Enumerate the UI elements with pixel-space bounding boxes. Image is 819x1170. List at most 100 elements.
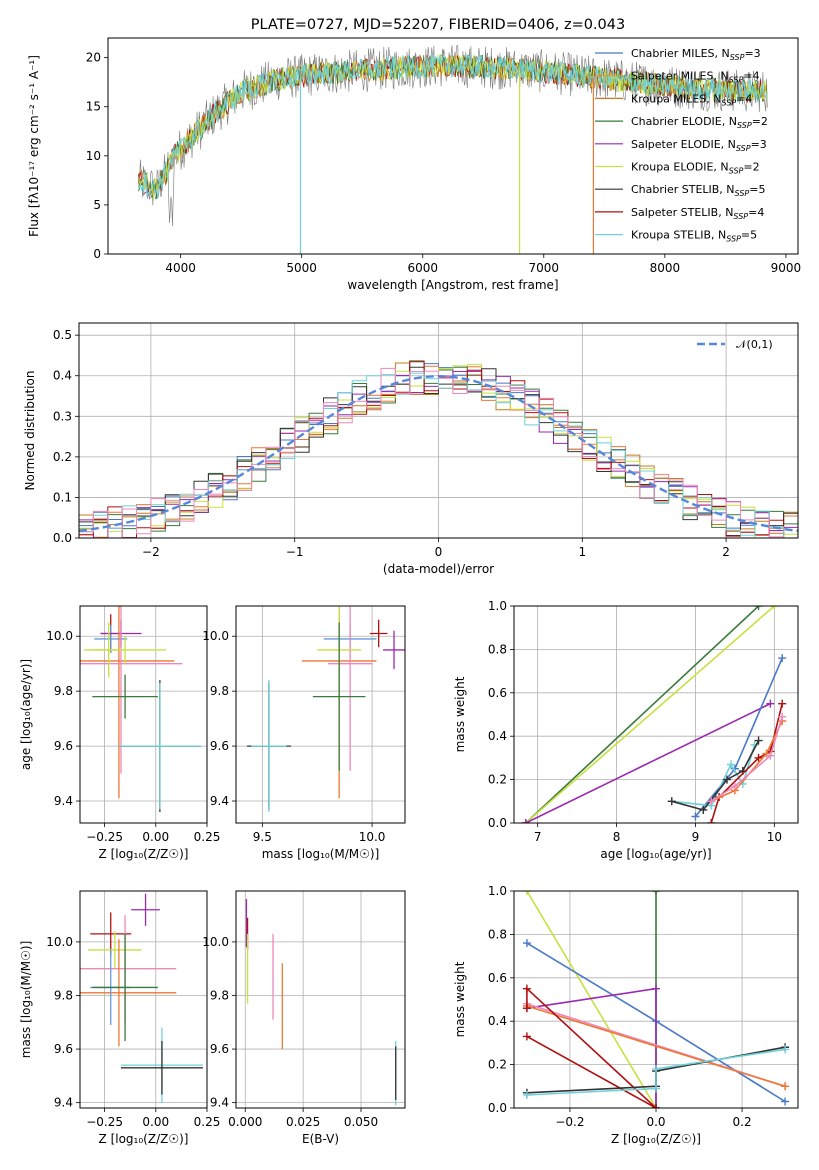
mass_vs_Z-ytick-label-1: 9.6 [54, 1042, 73, 1056]
mass_weight_vs_Z-series-8 [526, 1048, 786, 1096]
mass_weight_vs_Z-series-3-marker-1 [652, 984, 660, 993]
spectrum-ytick-label-4: 20 [86, 51, 101, 65]
spectrum-ytick-label-3: 15 [86, 100, 101, 114]
mass_weight_vs_age-series-5-marker-1 [699, 805, 708, 814]
mass_vs_Z-ytick-label-0: 9.4 [54, 1096, 73, 1110]
residuals-ytick-label-0: 0.0 [53, 531, 72, 545]
age_vs_mass-ytick-label-1: 9.6 [210, 739, 229, 753]
mass_vs_Z-ytick-label-3: 10.0 [46, 935, 73, 949]
age_vs_Z-ytick-label-3: 10.0 [46, 629, 73, 643]
legend-entry-0: Chabrier MILES, NSSP=3 [631, 47, 761, 62]
spectrum-xtick-label-4: 8000 [650, 261, 681, 275]
spectrum-xlabel: wavelength [Angstrom, rest frame] [347, 278, 558, 292]
mass_weight_vs_age-series-0-marker-1 [754, 606, 763, 610]
age_vs_Z-ytick-label-2: 9.8 [54, 684, 73, 698]
mass_weight_vs_Z-ytick-label-5: 1.0 [488, 884, 507, 898]
age_vs_mass-ytick-label-2: 9.8 [210, 684, 229, 698]
mass_vs_Z-xlabel: Z [log₁₀(Z/Z☉)] [99, 1132, 189, 1146]
residuals-frame [78, 322, 799, 539]
residual-histogram-9 [79, 367, 798, 538]
mass_weight_vs_age-series-1-marker-1 [770, 606, 779, 610]
mass_weight_vs_age-ytick-label-0: 0.0 [488, 816, 507, 830]
mass_vs_Z-frame [79, 890, 208, 1109]
age_vs_Z-xtick-label-0: −0.25 [86, 830, 123, 844]
mass_vs_ebv-ytick-label-3: 10.0 [202, 935, 229, 949]
mass_weight_vs_Z-series-5-marker-1 [781, 1082, 790, 1091]
mass_weight_vs_Z-ytick-label-3: 0.6 [488, 971, 507, 985]
spectrum-ylabel: Flux [fλ10⁻¹⁷ erg cm⁻² s⁻¹ A⁻¹] [27, 55, 41, 237]
mass_weight_vs_Z-series-2-marker-0 [522, 939, 531, 948]
mass_weight_vs_Z-ytick-label-1: 0.2 [488, 1058, 507, 1072]
spectrum-ytick-label-1: 5 [93, 198, 101, 212]
age_vs_mass-ytick-label-0: 9.4 [210, 794, 229, 808]
mass_weight_vs_Z-series-6-marker-2 [522, 984, 531, 993]
mass_weight_vs_age-series-5-marker-2 [723, 775, 731, 784]
age_vs_Z-ytick-label-0: 9.4 [54, 794, 73, 808]
mass_weight_vs_age-ytick-label-2: 0.4 [488, 729, 507, 743]
mass_vs_Z-ylabel: mass [log₁₀(M/M☉)] [19, 941, 33, 1059]
spectrum-xtick-label-1: 5000 [286, 261, 317, 275]
mass_weight_vs_age-ytick-label-4: 0.8 [488, 642, 507, 656]
mass_weight_vs_Z-series-8-marker-1 [652, 1084, 660, 1093]
mass_weight_vs_age-series-5-marker-0 [667, 797, 676, 806]
mass_vs_ebv-ytick-label-0: 9.4 [210, 1096, 229, 1110]
age_vs_mass-xtick-label-0: 9.5 [253, 830, 272, 844]
mass_weight_vs_Z-xtick-label-2: 0.2 [733, 1115, 752, 1129]
age_vs_Z-xtick-label-1: 0.00 [142, 830, 169, 844]
mass_vs_ebv-xlabel: E(B-V) [302, 1132, 339, 1146]
mass_vs_ebv-ytick-label-2: 9.8 [210, 988, 229, 1002]
mass_weight_vs_Z-series-6 [526, 986, 657, 1108]
residuals-ytick-label-1: 0.1 [53, 490, 72, 504]
age_vs_mass-xlabel: mass [log₁₀(M/M☉)] [262, 847, 380, 861]
mass_weight_vs_age-series-8-marker-3 [778, 712, 787, 721]
legend-entry-7: Salpeter STELIB, NSSP=4 [631, 206, 764, 221]
mass_vs_ebv-frame [235, 890, 406, 1109]
spectrum-ytick-label-2: 10 [86, 149, 101, 163]
mass_weight_vs_age-xtick-label-0: 7 [534, 830, 542, 844]
mass_weight_vs_age-xlabel: age [log₁₀(age/yr)] [600, 847, 711, 861]
spectrum-model-kroupa_elodie [137, 54, 768, 201]
figure-title: PLATE=0727, MJD=52207, FIBERID=0406, z=0… [251, 17, 625, 33]
mass_weight_vs_age-series-8-marker-0 [707, 797, 716, 806]
mass_weight_vs_Z-series-8-marker-2 [652, 1064, 660, 1073]
residuals-xtick-label-3: 1 [578, 545, 586, 559]
mass_weight_vs_age-xtick-label-1: 8 [613, 830, 621, 844]
mass_weight_vs_age-series-8-marker-2 [766, 751, 775, 760]
mass_weight_vs_Z-series-6-marker-1 [652, 1104, 660, 1108]
spectrum-xtick-label-2: 6000 [407, 261, 438, 275]
mass_weight_vs_Z-series-8-marker-0 [522, 1090, 531, 1099]
age_vs_Z-frame [79, 605, 208, 824]
age_vs_Z-plot-area [80, 606, 207, 823]
spectrum-ytick-label-0: 0 [93, 247, 101, 261]
residuals-ylabel: Normed distribution [23, 371, 37, 491]
legend-entry-5: Kroupa ELODIE, NSSP=2 [631, 161, 760, 176]
mass_vs_Z-xtick-label-2: 0.25 [194, 1115, 221, 1129]
mass_weight_vs_Z-ytick-label-2: 0.4 [488, 1014, 507, 1028]
normal-curve [79, 374, 798, 533]
age_vs_Z-ylabel: age [log₁₀(age/yr)] [19, 659, 33, 770]
residuals-ytick-label-5: 0.5 [53, 328, 72, 342]
mass_vs_Z-xtick-label-0: −0.25 [86, 1115, 123, 1129]
mass_weight_vs_age-series-3-marker-2 [778, 654, 787, 663]
normal-legend-label: 𝒩(0,1) [736, 338, 773, 351]
spectrum-model-kroupa_stelib [137, 54, 768, 199]
legend-entry-6: Chabrier STELIB, NSSP=5 [631, 183, 765, 198]
mass_vs_ebv-xtick-label-1: 0.025 [286, 1115, 320, 1129]
mass_weight_vs_Z-ytick-label-4: 0.8 [488, 927, 507, 941]
residuals-ytick-label-2: 0.2 [53, 450, 72, 464]
spectrum-xtick-label-0: 4000 [165, 261, 196, 275]
mass_weight_vs_Z-series-0 [526, 891, 657, 1108]
mass_weight_vs_Z-series-0-marker-0 [522, 891, 531, 895]
residuals-ytick-label-4: 0.4 [53, 369, 72, 383]
mass_weight_vs_age-series-0 [525, 606, 760, 823]
mass_vs_Z-xtick-label-1: 0.00 [142, 1115, 169, 1129]
spectrum-frame [107, 37, 799, 255]
mass_weight_vs_Z-xtick-label-0: −0.2 [555, 1115, 584, 1129]
mass_weight_vs_age-series-1 [525, 606, 775, 823]
mass_weight_vs_Z-xlabel: Z [log₁₀(Z/Z☉)] [611, 1132, 701, 1146]
mass_weight_vs_age-ytick-label-5: 1.0 [488, 599, 507, 613]
residuals-plot-area [79, 323, 798, 538]
mass_weight_vs_age-series-2-marker-1 [766, 699, 775, 708]
mass_vs_Z-ytick-label-2: 9.8 [54, 988, 73, 1002]
